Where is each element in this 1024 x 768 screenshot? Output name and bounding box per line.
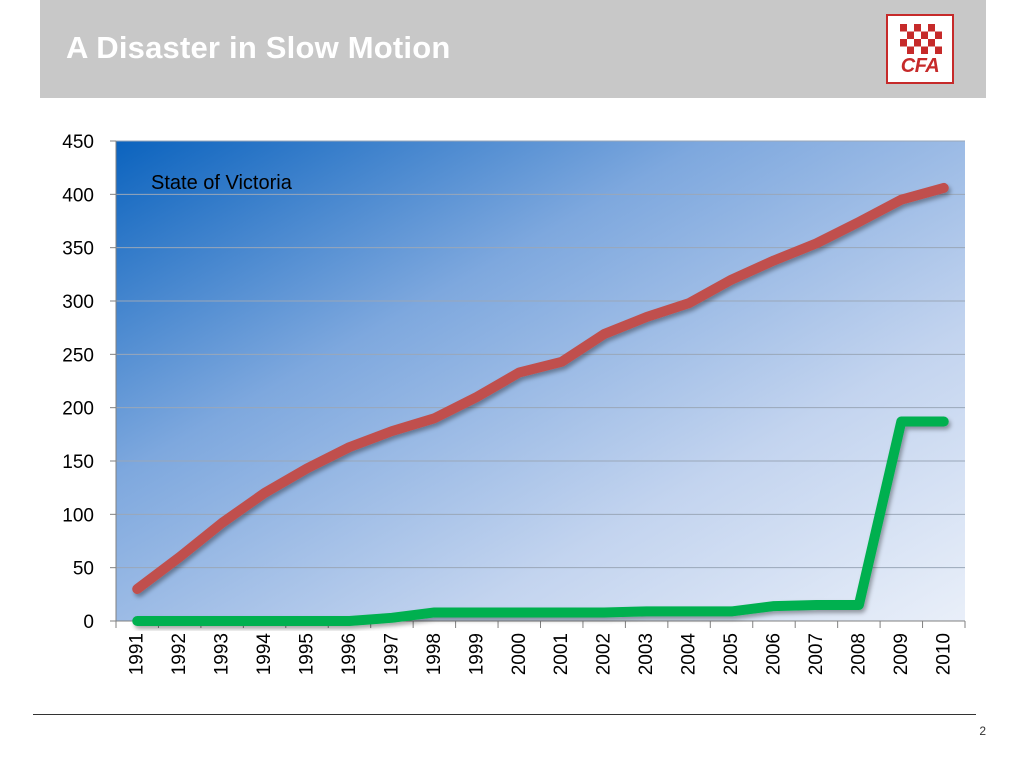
y-tick-label: 300 [62,292,94,313]
x-tick-label: 2005 [721,633,742,675]
y-tick-label: 250 [62,345,94,366]
header-bar: A Disaster in Slow Motion CFA [40,0,986,98]
page-number: 2 [979,724,986,738]
y-tick-label: 150 [62,452,94,473]
y-tick-label: 50 [73,559,94,580]
x-tick-label: 1998 [424,633,445,675]
x-tick-label: 2008 [848,633,869,675]
logo-text: CFA [900,55,940,77]
x-tick-label: 1996 [339,633,360,675]
y-tick-label: 350 [62,239,94,260]
x-tick-label: 1994 [254,633,275,676]
x-tick-label: 1997 [381,633,402,675]
x-tick-label: 2004 [679,633,700,676]
y-tick-label: 200 [62,399,94,420]
x-tick-label: 2006 [763,633,784,675]
x-tick-label: 1995 [297,633,318,675]
x-tick-label: 1991 [127,633,148,675]
x-tick-label: 2010 [933,633,954,675]
x-axis-ticks: 1991 1992 1993 1994 1995 1996 1997 1998 1999 2000… [115,621,966,676]
x-tick-label: 2003 [636,633,657,675]
checkerboard-icon [900,24,942,54]
cfa-logo: CFA [886,14,954,84]
x-tick-label: 2009 [891,633,912,675]
x-tick-label: 1999 [466,633,487,675]
y-tick-label: 450 [62,132,94,153]
series-lines [132,182,949,626]
gridlines [116,140,965,569]
x-tick-label: 1993 [212,633,233,675]
x-tick-label: 2002 [594,633,615,675]
y-tick-label: 400 [62,185,94,206]
series-line-2 [132,416,949,626]
x-tick-label: 1992 [169,633,190,675]
x-tick-label: 2001 [551,633,572,675]
series-line-1 [132,182,949,594]
footer-divider [33,714,976,715]
plot-area [116,141,965,621]
y-axis-ticks: 0 50 100 150 200 250 300 350 400 450 [62,132,116,633]
y-tick-label: 100 [62,505,94,526]
chart-annotation: State of Victoria [151,172,293,194]
y-tick-label: 0 [83,612,94,633]
x-tick-label: 2000 [509,633,530,675]
slide-title: A Disaster in Slow Motion [66,30,451,65]
x-tick-label: 2007 [806,633,827,675]
